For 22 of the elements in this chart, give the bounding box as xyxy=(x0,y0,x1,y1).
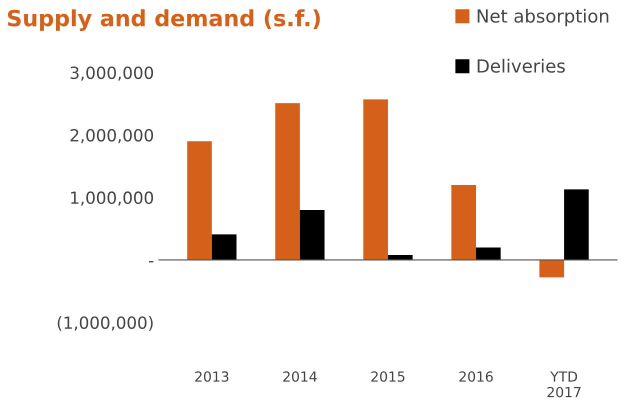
bar xyxy=(300,210,325,260)
legend-label: Net absorption xyxy=(478,8,608,26)
chart-title: Supply and demand (s.f.) xyxy=(8,9,320,31)
bar xyxy=(539,260,564,278)
x-tick-label: 2014 xyxy=(283,371,317,382)
x-tick-label: 2016 xyxy=(459,371,493,382)
x-tick-label: YTD 2017 xyxy=(547,371,581,398)
x-tick-label: 2015 xyxy=(371,371,404,382)
y-tick-label: 2,000,000 xyxy=(70,128,154,144)
bar xyxy=(564,189,589,260)
bar xyxy=(187,141,212,260)
bar xyxy=(275,103,300,260)
y-tick-label: (1,000,000) xyxy=(58,316,153,331)
x-tick-label: 2013 xyxy=(195,371,228,382)
y-tick-label: - xyxy=(148,261,154,262)
y-tick-label: 1,000,000 xyxy=(71,191,154,206)
y-tick-label: 3,000,000 xyxy=(70,66,154,81)
bar xyxy=(363,99,388,260)
bar xyxy=(451,184,476,260)
legend-label: Deliveries xyxy=(478,58,565,73)
bar xyxy=(212,234,236,260)
bar xyxy=(476,247,501,260)
